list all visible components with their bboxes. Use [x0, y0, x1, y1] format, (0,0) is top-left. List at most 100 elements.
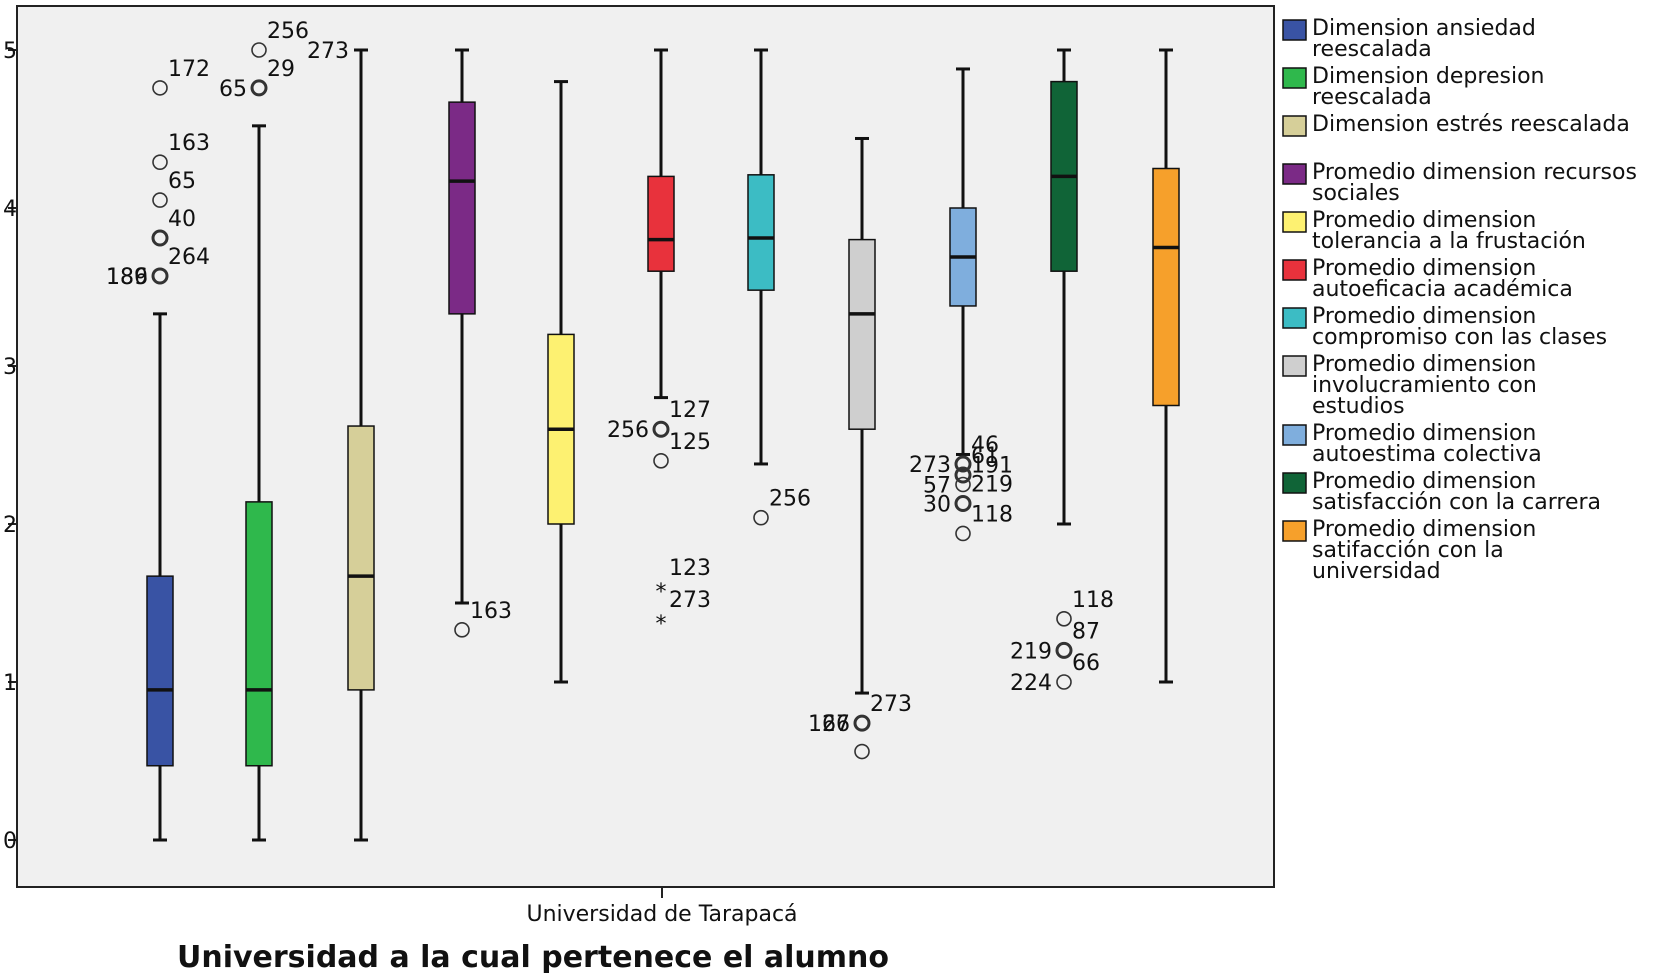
y-axis: 0 1 2 3 4 5 [3, 39, 17, 854]
legend-swatch [1282, 115, 1307, 137]
box-6 [647, 48, 675, 400]
outlier-marker [250, 79, 268, 97]
outlier-label: 118 [971, 502, 1013, 527]
legend-swatch [1282, 520, 1307, 542]
outlier-label: 273 [307, 39, 349, 64]
outlier-label: 163 [470, 599, 512, 624]
outlier-marker [1056, 610, 1072, 627]
outlier-marker [652, 420, 670, 438]
y-tick-label: 3 [3, 355, 17, 380]
outlier-label: 256 [607, 418, 649, 443]
box-iqr [647, 175, 675, 272]
box-5 [547, 80, 575, 684]
outlier-marker [251, 42, 267, 58]
legend-label: Dimension estrés reescalada [1312, 112, 1630, 137]
outlier-label: 127 [669, 398, 711, 423]
y-tick-label: 1 [3, 671, 17, 696]
outlier-label: 57 [923, 474, 951, 499]
outlier-label: 273 [909, 453, 951, 478]
legend-label: Promedio dimension [1312, 304, 1536, 329]
legend-swatch [1282, 355, 1307, 377]
legend-label: involucramiento con [1312, 373, 1537, 398]
box-4 [448, 48, 476, 605]
legend-swatch [1282, 259, 1307, 281]
outlier-label: 125 [669, 430, 711, 455]
outlier-label: 186 [106, 265, 148, 290]
box-2 [245, 124, 273, 842]
outlier-marker [954, 455, 972, 473]
outlier-marker [954, 494, 972, 512]
outlier-marker [955, 476, 971, 493]
legend-swatch [1282, 211, 1307, 233]
legend-label: Promedio dimension [1312, 469, 1536, 494]
y-tick-label: 2 [3, 513, 17, 538]
outlier-label: 40 [168, 207, 196, 232]
outlier-label: 172 [168, 57, 210, 82]
box-iqr [347, 425, 375, 691]
legend-swatch [1282, 472, 1307, 494]
outlier-marker [151, 267, 169, 285]
legend-label: reescalada [1312, 37, 1432, 62]
outlier-label: 87 [1072, 619, 1100, 644]
outlier-label: 118 [1072, 588, 1114, 613]
box-9 [949, 67, 977, 456]
outlier-marker [152, 154, 168, 170]
box-iqr [146, 575, 174, 767]
outlier-star: * [656, 580, 667, 605]
outlier-marker [454, 622, 470, 638]
outlier-marker [152, 192, 168, 208]
y-tick-label: 0 [3, 829, 17, 854]
legend-label: Promedio dimension recursos [1312, 160, 1637, 185]
legend-label: Promedio dimension [1312, 421, 1536, 446]
legend-label: estudios [1312, 394, 1405, 419]
box-11 [1152, 48, 1180, 684]
legend-swatch [1282, 19, 1307, 41]
legend-label: tolerancia a la frustación [1312, 229, 1586, 254]
legend-label: Promedio dimension [1312, 517, 1536, 542]
outlier-label: 256 [769, 487, 811, 512]
outlier-label: 66 [822, 712, 850, 737]
legend-label: autoeficacia académica [1312, 277, 1573, 302]
outlier-star: * [656, 612, 667, 637]
outlier-marker [854, 743, 870, 760]
legend-label: sociales [1312, 181, 1400, 206]
outlier-marker [954, 466, 972, 484]
outlier-label: 163 [168, 131, 210, 156]
boxes [146, 48, 1180, 842]
legend-label: reescalada [1312, 85, 1432, 110]
box-7 [747, 48, 775, 466]
box-iqr [747, 174, 775, 291]
outlier-label: 273 [669, 588, 711, 613]
box-1 [146, 312, 174, 842]
outlier-label: 29 [267, 57, 295, 82]
legend-label: satisfacción con la carrera [1312, 490, 1601, 515]
box-iqr [245, 501, 273, 767]
outlier-label: 61 [971, 444, 999, 469]
box-iqr [448, 101, 476, 315]
outlier-marker [1055, 641, 1073, 659]
legend-swatch [1282, 307, 1307, 329]
outlier-label: 273 [870, 692, 912, 717]
outlier-marker [152, 80, 168, 96]
legend-label: Promedio dimension [1312, 208, 1536, 233]
y-tick-label: 4 [3, 197, 17, 222]
outlier-marker [753, 509, 769, 526]
legend-label: satifacción con la [1312, 538, 1504, 563]
legend-item: Dimension estrés reescalada [1282, 112, 1630, 137]
legend-label: universidad [1312, 559, 1441, 584]
x-category-label: Universidad de Tarapacá [526, 902, 797, 927]
box-8 [848, 136, 876, 695]
outlier-marker [151, 229, 169, 247]
outlier-label: 30 [923, 492, 951, 517]
